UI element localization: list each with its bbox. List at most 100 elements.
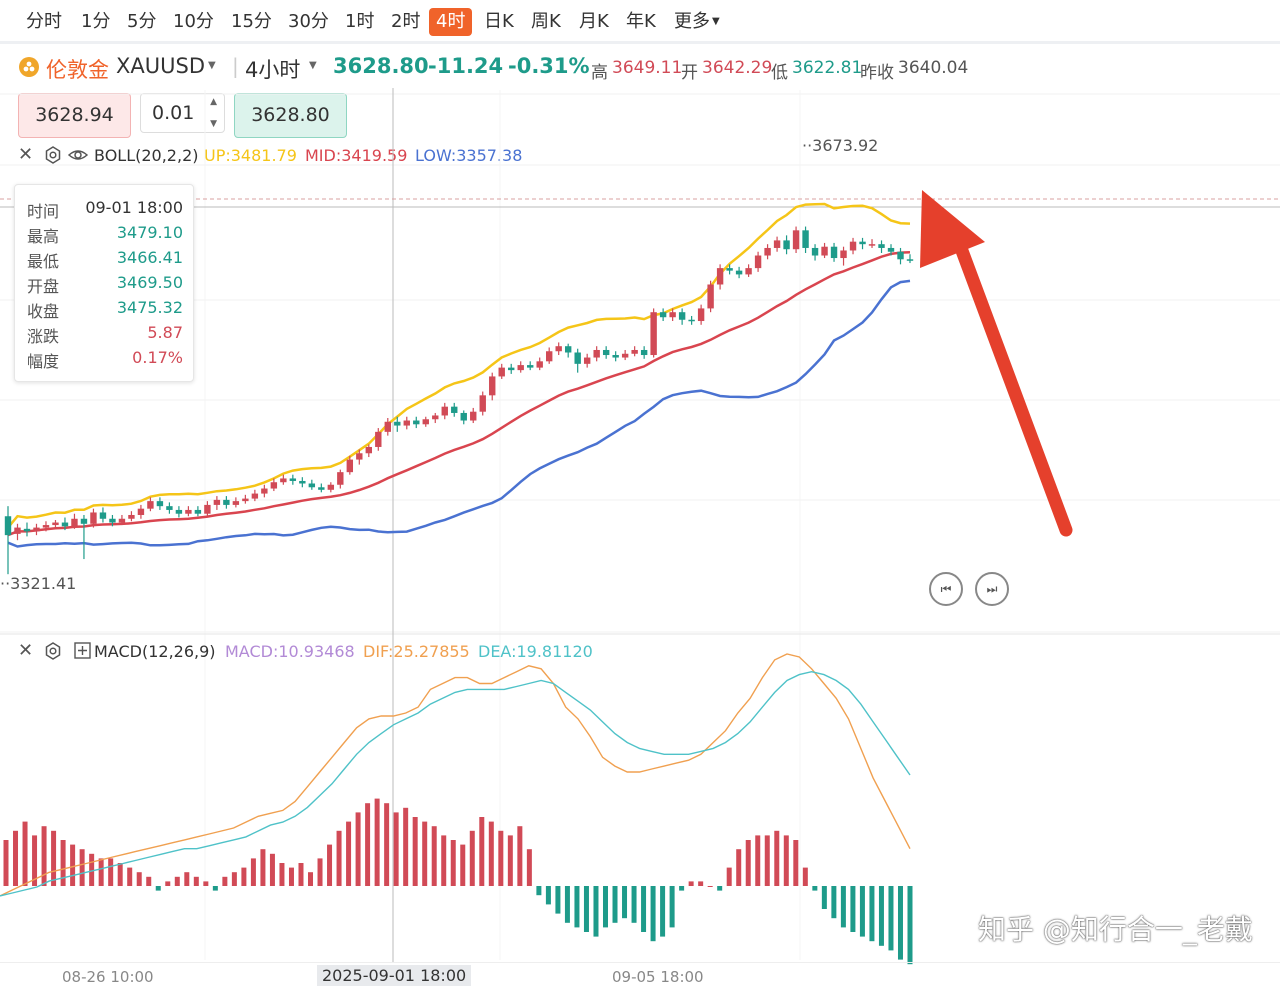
sell-button[interactable]: 3628.94 [18,93,131,138]
macd-bar [241,867,247,886]
tooltip-key: 幅度 [27,352,60,371]
macd-bar [393,812,399,886]
macd-bar [41,826,47,886]
macd-bar [298,863,304,886]
settings-icon[interactable] [44,146,62,168]
macd-bar [365,803,371,886]
candle-body [128,514,135,519]
tooltip-key: 时间 [27,202,60,221]
candle-body [887,247,895,252]
candle-body [489,376,496,396]
macd-indicator-row: ✕ MACD(12,26,9) MACD:10.93468 DIF:25.278… [18,640,638,664]
macd-bar [897,886,903,960]
macd-bar [688,881,694,886]
tab-1h[interactable]: 1时 [345,11,375,32]
tab-more[interactable]: 更多 ▼ [674,8,720,36]
tooltip-key: 最低 [27,252,60,271]
macd-bar [602,886,608,928]
macd-bar [308,872,314,886]
candle-body [166,506,173,510]
tab-1min[interactable]: 1分 [81,11,111,32]
tab-30min[interactable]: 30分 [288,11,329,32]
eye-icon[interactable] [67,146,89,168]
tab-day[interactable]: 日K [484,11,514,32]
tab-4h[interactable]: 4时 [429,8,473,36]
candle-body [223,499,230,505]
candle-body [194,509,202,514]
period-select[interactable]: 4小时 [245,58,301,82]
candle-body [270,482,278,489]
candle-body [470,411,477,421]
candle-body [242,498,249,502]
tab-month[interactable]: 月K [579,11,609,32]
candle-body [688,319,695,322]
tab-10min[interactable]: 10分 [173,11,214,32]
tab-year[interactable]: 年K [626,11,656,32]
lot-size-input[interactable]: 0.01 ▲ ▼ [140,93,225,133]
buy-button[interactable]: 3628.80 [234,93,347,138]
candle-body [52,522,59,526]
macd-bar [707,886,713,887]
symbol-name[interactable]: 伦敦金 [46,58,109,82]
price-change: -11.24 [428,54,504,78]
period-dropdown-icon[interactable]: ▼ [309,60,317,71]
symbol-code[interactable]: XAUUSD [116,54,205,78]
previous-icon[interactable]: ⏮ [929,572,963,606]
candle-body [546,351,553,362]
candle-body [707,284,714,309]
candle-body [365,446,372,454]
candle-body [849,241,857,251]
candle-body [697,308,705,322]
dea-line [0,670,911,897]
close-icon[interactable]: ✕ [18,640,34,661]
candle-body [280,478,287,483]
macd-bar [403,807,409,886]
tab-2h[interactable]: 2时 [391,11,421,32]
candle-body [479,395,486,412]
candle-body [574,352,581,364]
open-label: 开 [681,63,698,83]
close-icon[interactable]: ✕ [18,144,34,165]
next-icon[interactable]: ⏭ [975,572,1009,606]
candle-body [90,512,97,524]
macd-bar [669,886,675,928]
macd-bar [821,886,827,909]
macd-bar [583,886,589,932]
symbol-dropdown-icon[interactable]: ▼ [208,60,216,71]
macd-bar [526,849,532,886]
macd-bar [545,886,551,905]
low-label: 低 [771,63,788,83]
candle-body [593,349,600,358]
candle-body [631,349,638,354]
annotation-arrow-shaft [951,233,1073,537]
macd-bar [698,881,704,886]
candle-body [640,349,648,356]
lot-decrease-icon[interactable]: ▼ [210,119,217,129]
tab-15min[interactable]: 15分 [231,11,272,32]
expand-icon[interactable] [74,642,91,663]
candle-body [716,268,724,285]
macd-bar [98,858,104,886]
tab-fenshi[interactable]: 分时 [26,11,62,32]
candle-body [33,527,40,532]
chevron-down-icon: ▼ [712,16,720,27]
tab-5min[interactable]: 5分 [127,11,157,32]
tooltip-row: 最高 3479.10 [27,223,183,246]
lot-increase-icon[interactable]: ▲ [210,97,217,107]
macd-bar [774,830,780,886]
macd-lines [0,653,911,897]
tab-week[interactable]: 周K [531,11,561,32]
settings-icon[interactable] [44,642,62,664]
candle-body [403,420,410,426]
macd-bar [384,803,390,886]
macd-bar [127,867,133,886]
candle-body [327,484,335,490]
price-change-pct: -0.31% [508,54,590,78]
candle-body [830,246,838,259]
candle-body [204,504,211,514]
macd-bar [355,812,361,886]
tooltip-key: 收盘 [27,302,60,321]
macd-bar [469,830,475,886]
tooltip-value: 0.17% [132,348,183,367]
